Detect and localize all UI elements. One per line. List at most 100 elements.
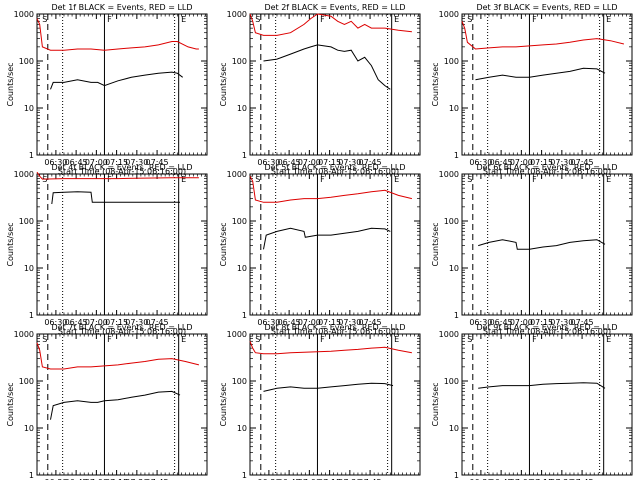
y-tick-label: 100: [444, 377, 459, 386]
chart-panel-9: Det 9f BLACK = Events, RED = LLD 1 10 100 10…: [431, 323, 633, 480]
chart-title: Det 3f BLACK = Events, RED = LLD: [476, 3, 617, 12]
y-tick-label: 1000: [14, 170, 34, 179]
x-axis-label: Start Time (08-Apr-15 06:16:00): [483, 167, 611, 176]
y-axis-label: Counts/sec: [431, 382, 440, 426]
y-tick-label: 10: [237, 264, 247, 273]
y-tick-label: 1000: [227, 330, 247, 339]
marker-f-label: F: [107, 335, 112, 344]
chart-title: Det 2f BLACK = Events, RED = LLD: [264, 3, 405, 12]
chart-panel-1: Det 1f BLACK = Events, RED = LLD 1 10 100 10…: [6, 3, 208, 176]
events-series-line: [51, 191, 180, 205]
x-axis-label: Start Time (08-Apr-15 06:16:00): [58, 327, 186, 336]
y-tick-label: 1: [29, 311, 34, 320]
y-tick-label: 100: [232, 57, 247, 66]
plot-frame: [461, 333, 633, 476]
y-tick-label: 10: [449, 104, 459, 113]
x-tick-label: 06:30: [469, 158, 492, 167]
x-tick-label: 07:00: [85, 478, 108, 480]
y-axis-label: Counts/sec: [431, 222, 440, 266]
y-axis-label: Counts/sec: [219, 222, 228, 266]
y-tick-label: 1000: [14, 10, 34, 19]
events-series-line: [50, 71, 184, 90]
y-tick-label: 10: [24, 104, 34, 113]
marker-s-label: S: [255, 175, 260, 184]
y-axis-label: Counts/sec: [219, 382, 228, 426]
x-tick-label: 07:30: [338, 158, 361, 167]
x-tick-label: 06:45: [65, 318, 88, 327]
x-tick-label: 07:15: [530, 158, 553, 167]
x-axis-label: Start Time (08-Apr-15 06:16:00): [271, 167, 399, 176]
marker-s-label: S: [467, 175, 472, 184]
y-axis-label: Counts/sec: [6, 382, 15, 426]
y-tick-label: 1000: [439, 10, 459, 19]
x-tick-label: 07:45: [146, 478, 169, 480]
y-tick-label: 100: [444, 57, 459, 66]
y-tick-label: 10: [24, 424, 34, 433]
chart-panel-2: Det 2f BLACK = Events, RED = LLD 1 10 100 10…: [219, 3, 421, 176]
y-tick-label: 1: [454, 151, 459, 160]
x-tick-label: 07:45: [359, 478, 382, 480]
marker-s-label: S: [42, 335, 47, 344]
x-tick-label: 06:45: [278, 478, 301, 480]
events-series-line: [263, 382, 394, 392]
marker-f-label: F: [320, 175, 325, 184]
x-tick-label: 07:45: [571, 478, 594, 480]
x-tick-label: 06:45: [65, 478, 88, 480]
marker-f-label: F: [107, 175, 112, 184]
chart-title: Det 1f BLACK = Events, RED = LLD: [51, 3, 192, 12]
x-tick-label: 07:30: [125, 318, 148, 327]
marker-f-label: F: [320, 335, 325, 344]
y-tick-label: 10: [449, 264, 459, 273]
x-axis-label: Start Time (08-Apr-15 06:16:00): [271, 327, 399, 336]
x-tick-label: 07:30: [125, 158, 148, 167]
y-tick-label: 10: [237, 104, 247, 113]
lld-series-line: [461, 21, 625, 50]
y-tick-label: 10: [237, 424, 247, 433]
lld-series-line: [249, 341, 412, 355]
plot-frame: [461, 13, 633, 156]
marker-f-label: F: [532, 175, 537, 184]
y-tick-label: 1: [454, 471, 459, 480]
x-tick-label: 07:00: [510, 478, 533, 480]
plot-frame: [36, 333, 208, 476]
chart-title: Det 8f BLACK = Events, RED = LLD: [264, 323, 405, 332]
lld-series-line: [249, 175, 413, 203]
x-tick-label: 07:00: [298, 158, 321, 167]
x-tick-label: 07:45: [359, 158, 382, 167]
y-tick-label: 1: [242, 311, 247, 320]
x-tick-label: 07:45: [359, 318, 382, 327]
y-tick-label: 1: [29, 151, 34, 160]
x-tick-label: 07:00: [85, 318, 108, 327]
lld-series-line: [36, 342, 200, 370]
chart-panel-7: Det 7f BLACK = Events, RED = LLD 1 10 100 10…: [6, 323, 208, 480]
chart-panel-8: Det 8f BLACK = Events, RED = LLD 1 10 100 10…: [219, 323, 421, 480]
marker-e-label: E: [606, 15, 611, 24]
y-tick-label: 100: [19, 217, 34, 226]
y-tick-label: 1000: [439, 330, 459, 339]
marker-e-label: E: [606, 175, 611, 184]
x-tick-label: 07:00: [510, 318, 533, 327]
events-series-line: [50, 390, 181, 420]
x-tick-label: 06:30: [469, 318, 492, 327]
y-tick-label: 100: [444, 217, 459, 226]
y-tick-label: 1: [242, 151, 247, 160]
plot-frame: [249, 13, 421, 156]
chart-title: Det 7f BLACK = Events, RED = LLD: [51, 323, 192, 332]
x-tick-label: 06:30: [469, 478, 492, 480]
x-tick-label: 07:15: [105, 158, 128, 167]
plot-frame: [461, 173, 633, 316]
x-tick-label: 07:45: [146, 158, 169, 167]
x-tick-label: 07:00: [298, 478, 321, 480]
lld-series-line: [36, 18, 199, 51]
x-tick-label: 07:15: [318, 318, 341, 327]
y-tick-label: 100: [232, 377, 247, 386]
x-tick-label: 07:45: [146, 318, 169, 327]
x-tick-label: 07:30: [550, 318, 573, 327]
x-tick-label: 06:30: [44, 158, 67, 167]
chart-title: Det 9f BLACK = Events, RED = LLD: [476, 323, 617, 332]
marker-e-label: E: [181, 15, 186, 24]
chart-title: Det 4f BLACK = Events, RED = LLD: [51, 163, 192, 172]
x-tick-label: 07:30: [338, 318, 361, 327]
x-tick-label: 06:45: [490, 318, 513, 327]
